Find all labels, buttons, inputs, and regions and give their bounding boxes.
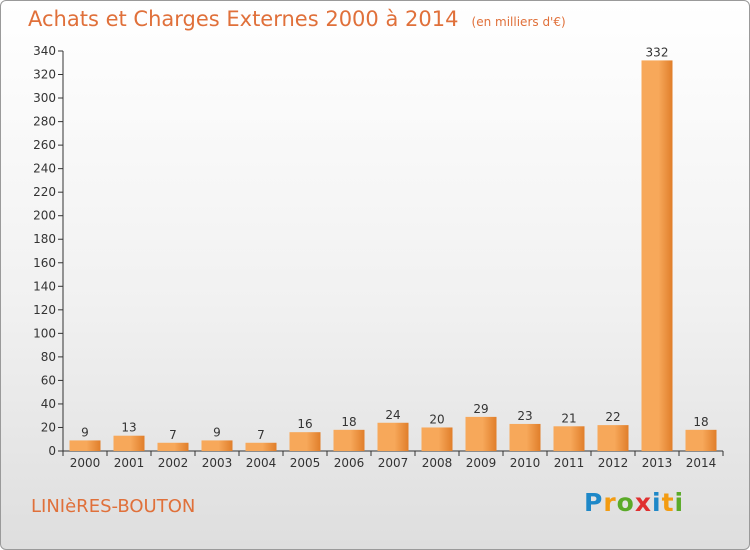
bar: [289, 432, 321, 451]
y-tick-label: 280: [33, 115, 56, 129]
x-tick-label: 2006: [334, 456, 365, 470]
bar: [245, 442, 277, 451]
bar-value-label: 332: [646, 45, 669, 59]
y-tick-label: 240: [33, 162, 56, 176]
logo-letter: i: [652, 488, 662, 517]
x-tick-label: 2004: [246, 456, 277, 470]
proxiti-logo: Proxiti: [584, 488, 684, 517]
bar-value-label: 23: [517, 409, 532, 423]
bar-value-label: 7: [169, 428, 177, 442]
y-tick-label: 220: [33, 185, 56, 199]
x-tick-label: 2010: [510, 456, 541, 470]
y-tick-label: 300: [33, 91, 56, 105]
y-tick-label: 200: [33, 209, 56, 223]
bar: [201, 440, 233, 451]
bar: [465, 416, 497, 451]
logo-letter: i: [674, 488, 685, 517]
x-tick-label: 2000: [70, 456, 101, 470]
y-tick-label: 40: [41, 397, 56, 411]
bar-value-label: 18: [341, 415, 356, 429]
bar: [69, 440, 101, 451]
y-tick-label: 260: [33, 138, 56, 152]
x-tick-label: 2008: [422, 456, 453, 470]
y-tick-label: 20: [41, 420, 56, 434]
bar: [113, 435, 145, 451]
x-tick-label: 2003: [202, 456, 233, 470]
x-tick-label: 2009: [466, 456, 497, 470]
bar: [377, 422, 409, 451]
x-tick-label: 2014: [686, 456, 717, 470]
bar-value-label: 9: [213, 425, 221, 439]
y-tick-label: 340: [33, 44, 56, 58]
x-tick-label: 2013: [642, 456, 673, 470]
x-tick-label: 2011: [554, 456, 585, 470]
bar: [157, 442, 189, 451]
bar: [685, 429, 717, 451]
bar-value-label: 16: [297, 417, 312, 431]
x-tick-label: 2001: [114, 456, 145, 470]
bar-value-label: 29: [473, 402, 488, 416]
y-tick-label: 180: [33, 232, 56, 246]
bar: [509, 423, 541, 451]
bar-value-label: 24: [385, 408, 400, 422]
logo-letter: r: [603, 488, 617, 517]
logo-letter: o: [616, 488, 635, 517]
bar-value-label: 9: [81, 425, 89, 439]
bar: [333, 429, 365, 451]
y-tick-label: 0: [48, 444, 56, 458]
city-name: LINIèRES-BOUTON: [31, 496, 196, 517]
logo-letter: t: [661, 488, 675, 517]
bar: [553, 426, 585, 451]
y-tick-label: 60: [41, 373, 56, 387]
x-tick-label: 2005: [290, 456, 321, 470]
x-tick-label: 2012: [598, 456, 629, 470]
bar-value-label: 13: [121, 421, 136, 435]
y-tick-label: 100: [33, 326, 56, 340]
logo-letter: x: [634, 488, 652, 517]
logo-letter: P: [584, 488, 604, 517]
x-tick-label: 2002: [158, 456, 189, 470]
x-tick-label: 2007: [378, 456, 409, 470]
y-tick-label: 80: [41, 350, 56, 364]
chart-title-block: Achats et Charges Externes 2000 à 2014 (…: [28, 7, 566, 31]
bar-value-label: 21: [561, 411, 576, 425]
bar: [421, 427, 453, 451]
bar-value-label: 18: [693, 415, 708, 429]
chart-title: Achats et Charges Externes 2000 à 2014: [28, 7, 459, 31]
y-tick-label: 120: [33, 303, 56, 317]
bar-value-label: 20: [429, 412, 444, 426]
bar: [641, 60, 673, 451]
bar-value-label: 22: [605, 410, 620, 424]
y-tick-label: 140: [33, 279, 56, 293]
bar: [597, 425, 629, 451]
y-tick-label: 160: [33, 256, 56, 270]
chart-unit: (en milliers d'€): [471, 15, 566, 29]
y-tick-label: 320: [33, 68, 56, 82]
bar-value-label: 7: [257, 428, 265, 442]
